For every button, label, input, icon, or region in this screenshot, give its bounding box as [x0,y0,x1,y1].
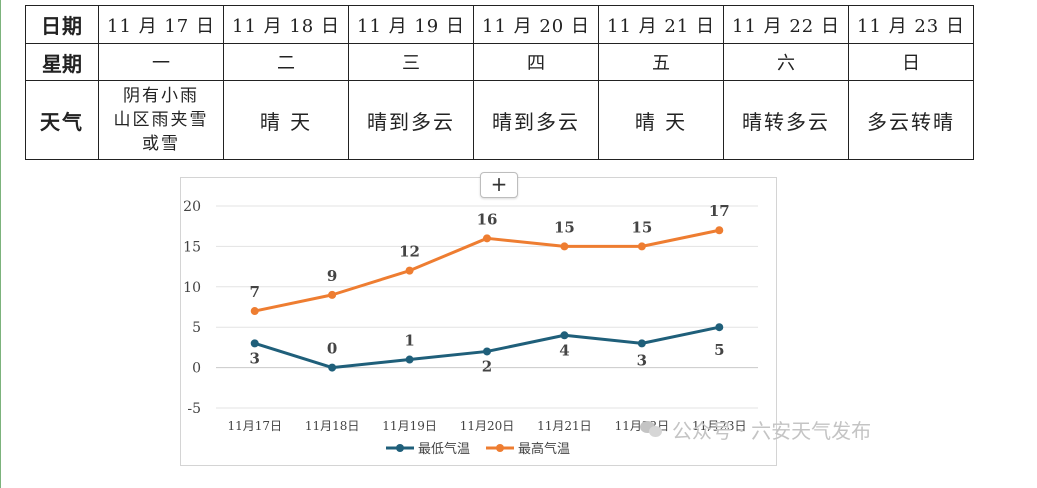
temperature-chart[interactable]: 20 15 10 5 0 -5 11月17日 11月18日 11月19日 11月20日 11月21日… [180,177,777,466]
date-row: 日期 11 月 17 日 11 月 18 日 11 月 19 日 11 月 20… [25,5,974,44]
date-cell: 11 月 20 日 [473,5,599,44]
weekday-cell: 二 [223,43,349,81]
data-point [483,234,491,243]
weekday-cell: 四 [473,43,599,81]
weather-forecast-table: 日期 11 月 17 日 11 月 18 日 11 月 19 日 11 月 20… [25,5,974,160]
data-point [483,347,491,356]
data-label: 0 [327,340,337,358]
legend-label: 最低气温 [418,441,470,457]
date-cell: 11 月 23 日 [848,5,974,44]
weather-cell: 晴到多云 [348,80,474,160]
left-border-rule [0,0,1,488]
data-point [715,226,724,235]
data-point [328,290,337,299]
weather-cell: 晴 天 [223,80,349,160]
date-cell: 11 月 17 日 [98,5,224,44]
legend-marker [496,444,504,452]
weather-line: 阴有小雨 [123,86,199,106]
data-label: 16 [477,210,498,228]
data-label: 12 [399,243,420,261]
legend-marker [396,444,404,452]
data-label: 1 [404,332,414,350]
weather-row-header: 天气 [25,80,99,160]
data-label: 5 [714,341,724,359]
data-point [250,339,259,348]
watermark: 公众号 · 六安天气发布 [640,416,872,443]
data-label: 17 [709,202,730,220]
weekday-cell: 一 [98,43,224,81]
y-tick-label: -5 [187,401,201,417]
series-line [254,228,720,313]
y-tick-label: 10 [183,280,201,296]
data-label: 15 [554,218,575,236]
data-point [637,242,646,251]
x-tick-label: 11月18日 [305,419,360,433]
data-point [637,339,646,348]
data-label: 3 [249,349,259,367]
x-tick-label: 11月19日 [382,419,437,433]
weekday-row: 星期 一 二 三 四 五 六 日 [25,43,974,81]
data-label: 15 [631,218,652,236]
weather-row: 天气 阴有小雨 山区雨夹雪 或雪 晴 天 晴到多云 晴到多云 晴 天 晴转多云 … [25,80,974,160]
date-row-header: 日期 [25,5,99,44]
y-tick-label: 20 [183,199,201,215]
y-tick-label: 0 [192,361,201,377]
x-tick-label: 11月23日 [692,419,747,433]
y-tick-label: 15 [183,239,201,255]
weather-cell: 晴转多云 [723,80,849,160]
weather-line: 山区雨夹雪 [113,110,209,130]
data-point [250,307,259,316]
data-label: 4 [559,341,569,359]
wechat-icon [640,419,664,439]
weather-cell: 晴到多云 [473,80,599,160]
date-cell: 11 月 19 日 [348,5,474,44]
weather-cell: 阴有小雨 山区雨夹雪 或雪 [98,80,224,160]
data-label: 3 [637,351,647,369]
weekday-row-header: 星期 [25,43,99,81]
data-point [405,355,414,364]
weather-line: 或雪 [142,134,180,154]
weekday-cell: 六 [723,43,849,81]
weekday-cell: 三 [348,43,474,81]
data-label: 2 [482,357,492,375]
weekday-cell: 日 [848,43,974,81]
x-tick-label: 11月20日 [460,419,515,433]
x-tick-label: 11月21日 [537,419,592,433]
data-point [405,266,414,275]
watermark-text: 公众号 · 六安天气发布 [672,418,872,443]
weather-cell: 多云转晴 [848,80,974,160]
y-tick-label: 5 [192,320,201,336]
weekday-cell: 五 [598,43,724,81]
date-cell: 11 月 21 日 [598,5,724,44]
weather-cell: 晴 天 [598,80,724,160]
data-point [715,323,724,332]
data-label: 9 [327,267,337,285]
date-cell: 11 月 18 日 [223,5,349,44]
data-label: 7 [249,283,259,301]
x-tick-label: 11月17日 [227,419,282,433]
data-point [560,242,569,251]
legend-label: 最高气温 [518,441,570,457]
chart-add-element-button[interactable]: + [480,172,518,198]
data-point [328,363,337,372]
data-point [560,331,569,340]
date-cell: 11 月 22 日 [723,5,849,44]
